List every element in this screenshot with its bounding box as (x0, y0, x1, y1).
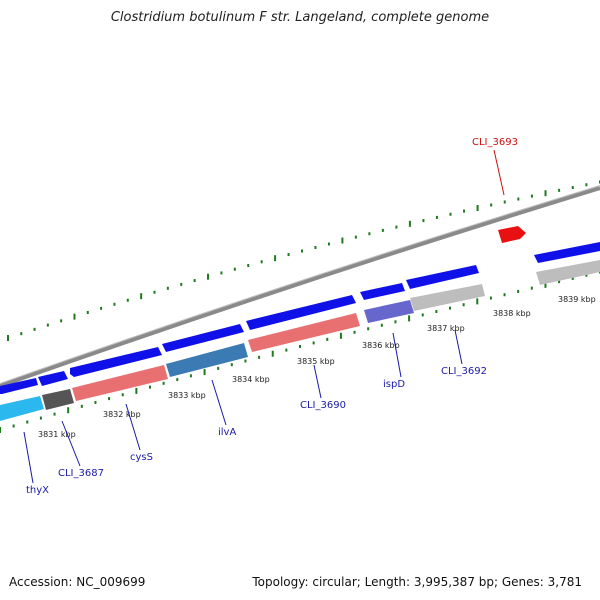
gene-feature[interactable] (248, 313, 360, 352)
scale-tick-label: 3838 kbp (493, 309, 531, 318)
gene-label[interactable]: cysS (130, 452, 153, 463)
gene-leader-line (211, 379, 227, 426)
gene-leader-line (23, 431, 34, 484)
gene-feature[interactable] (360, 283, 405, 300)
gene-leader-line (313, 364, 322, 399)
gene-leader-line (493, 149, 505, 196)
gene-label[interactable]: ilvA (218, 427, 236, 438)
gene-feature[interactable] (72, 365, 168, 401)
gene-label[interactable]: CLI_3690 (300, 400, 346, 411)
gene-feature[interactable] (536, 260, 600, 285)
gene-feature[interactable] (38, 371, 68, 386)
gene-feature[interactable] (0, 396, 44, 421)
gene-label[interactable]: thyX (26, 485, 49, 496)
gene-feature[interactable] (166, 343, 248, 377)
gene-feature[interactable] (410, 284, 485, 311)
category-track (0, 260, 600, 421)
scale-tick-label: 3835 kbp (297, 357, 335, 366)
gene-leader-line (392, 332, 402, 378)
gene-feature[interactable] (0, 378, 38, 394)
scale-tick-label: 3837 kbp (427, 324, 465, 333)
scale-tick-label: 3834 kbp (232, 375, 270, 384)
gene-label[interactable]: CLI_3693 (472, 137, 518, 148)
genome-backbone-highlight (0, 185, 600, 384)
forward-strand (0, 226, 600, 394)
gene-feature[interactable] (364, 300, 414, 323)
map-title: Clostridium botulinum F str. Langeland, … (110, 10, 490, 25)
gene-label[interactable]: CLI_3687 (58, 468, 104, 479)
gene-feature[interactable] (246, 295, 356, 330)
scale-tick-label: 3833 kbp (168, 391, 206, 400)
gene-feature-highlight[interactable] (498, 226, 526, 243)
gene-leader-line (125, 403, 141, 451)
gene-leader-line (61, 420, 81, 467)
gene-label[interactable]: ispD (383, 379, 405, 390)
scale-tick-label: 3839 kbp (558, 295, 596, 304)
inner-tick-ring (0, 270, 600, 433)
gene-leader-line (454, 329, 463, 365)
gene-labels: thyX CLI_3687 cysS ilvA CLI_3690 ispD CLI_3692… (23, 137, 518, 496)
outer-tick-ring (7, 180, 600, 341)
gene-label[interactable]: CLI_3692 (441, 366, 487, 377)
genome-backbone (0, 186, 600, 388)
gene-feature[interactable] (534, 242, 600, 263)
accession-text: Accession: NC_009699 (9, 575, 146, 589)
scale-tick-label: 3831 kbp (38, 430, 76, 439)
gene-feature[interactable] (162, 324, 244, 352)
scale-tick-label: 3832 kbp (103, 410, 141, 419)
scale-tick-label: 3836 kbp (362, 341, 400, 350)
scale-labels: 3831 kbp 3832 kbp 3833 kbp 3834 kbp 3835 kbp… (38, 295, 596, 439)
gene-feature[interactable] (406, 265, 479, 289)
gene-feature[interactable] (70, 347, 162, 377)
genome-summary-text: Topology: circular; Length: 3,995,387 bp… (252, 575, 582, 589)
gene-feature[interactable] (42, 389, 74, 410)
